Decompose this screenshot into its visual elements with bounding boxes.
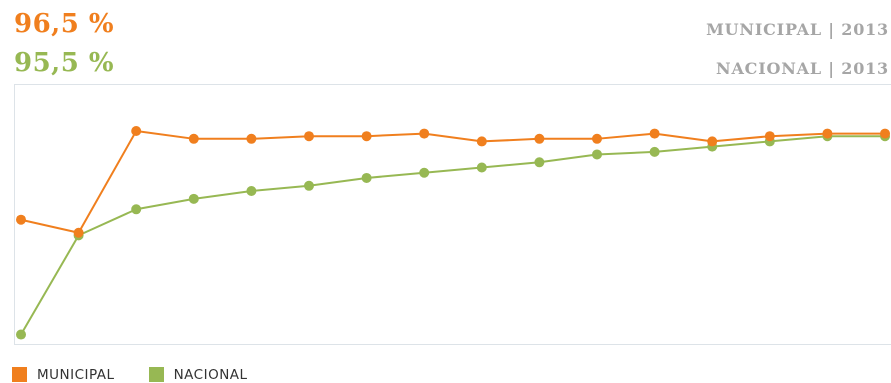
data-point-municipal-7[interactable] [361,131,372,142]
data-point-municipal-4[interactable] [188,133,199,144]
data-point-municipal-16[interactable] [880,128,890,139]
data-point-municipal-6[interactable] [304,131,314,142]
data-point-municipal-11[interactable] [592,133,602,144]
data-point-municipal-3[interactable] [131,125,142,136]
data-point-nacional-12[interactable] [649,146,660,157]
data-point-municipal-15[interactable] [822,128,833,139]
data-point-municipal-2[interactable] [73,227,84,238]
chart-frame [14,84,891,345]
nacional-year-label: NACIONAL | 2013 [716,59,889,78]
legend-item-municipal[interactable]: MUNICIPAL [12,367,115,383]
data-point-nacional-3[interactable] [131,204,142,215]
municipal-value: 96,5 % [14,9,115,39]
nacional-value: 95,5 % [14,48,115,78]
data-point-municipal-12[interactable] [649,128,660,139]
data-point-municipal-5[interactable] [246,133,257,144]
legend-label-nacional: NACIONAL [173,366,248,383]
data-point-nacional-10[interactable] [534,157,545,168]
data-point-nacional-7[interactable] [361,172,372,183]
data-point-nacional-8[interactable] [419,167,430,178]
data-point-municipal-14[interactable] [764,131,775,142]
data-point-municipal-1[interactable] [16,214,26,225]
data-point-nacional-4[interactable] [188,193,199,204]
data-point-municipal-8[interactable] [419,128,430,139]
data-point-municipal-9[interactable] [476,136,487,147]
data-point-nacional-6[interactable] [304,180,314,191]
legend-label-municipal: MUNICIPAL [37,366,115,383]
series-line-municipal [20,129,885,234]
series-line-nacional [20,135,885,336]
legend-item-nacional[interactable]: NACIONAL [148,366,248,383]
chart-legend: MUNICIPAL NACIONAL [0,366,248,383]
data-point-municipal-13[interactable] [707,136,718,147]
data-point-nacional-9[interactable] [476,162,487,173]
data-point-nacional-11[interactable] [592,149,602,160]
data-point-nacional-1[interactable] [16,329,26,340]
data-point-nacional-5[interactable] [246,186,257,197]
legend-swatch-nacional [148,367,164,382]
legend-swatch-municipal [12,367,27,382]
municipal-year-label: MUNICIPAL | 2013 [706,20,889,39]
data-point-municipal-10[interactable] [534,133,545,144]
